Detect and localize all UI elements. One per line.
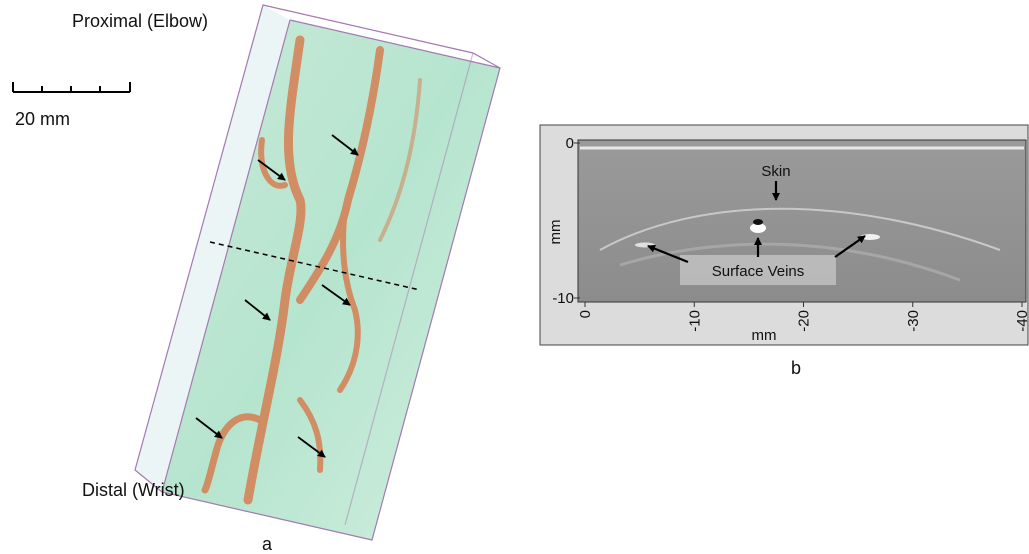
x-tick-label: -10 [686, 310, 703, 332]
arrows [195, 134, 359, 458]
x-tick-label: -20 [796, 310, 813, 332]
scale-label: 20 mm [15, 109, 70, 129]
arrows-b [647, 181, 866, 264]
ticks: 0-100 -10 -20 -30 -40 [552, 135, 1029, 332]
y-tick-label: -10 [552, 290, 574, 307]
bottom-label: Distal (Wrist) [82, 480, 185, 500]
x-tick-label: -40 [1014, 310, 1029, 332]
x-axis-label: mm [752, 327, 777, 344]
top-label: Proximal (Elbow) [72, 11, 208, 31]
skin-label: Skin [761, 163, 790, 180]
caption-b: b [791, 358, 801, 378]
veins-label: Surface Veins [712, 263, 805, 280]
x-tick-label: -30 [905, 310, 922, 332]
caption-a: a [262, 534, 273, 554]
x-tick-label: 0 [577, 310, 594, 318]
y-tick-label: 0 [566, 135, 574, 152]
scale-bar [12, 82, 131, 93]
volume-render [134, 4, 501, 541]
y-axis-label: mm [547, 220, 564, 245]
